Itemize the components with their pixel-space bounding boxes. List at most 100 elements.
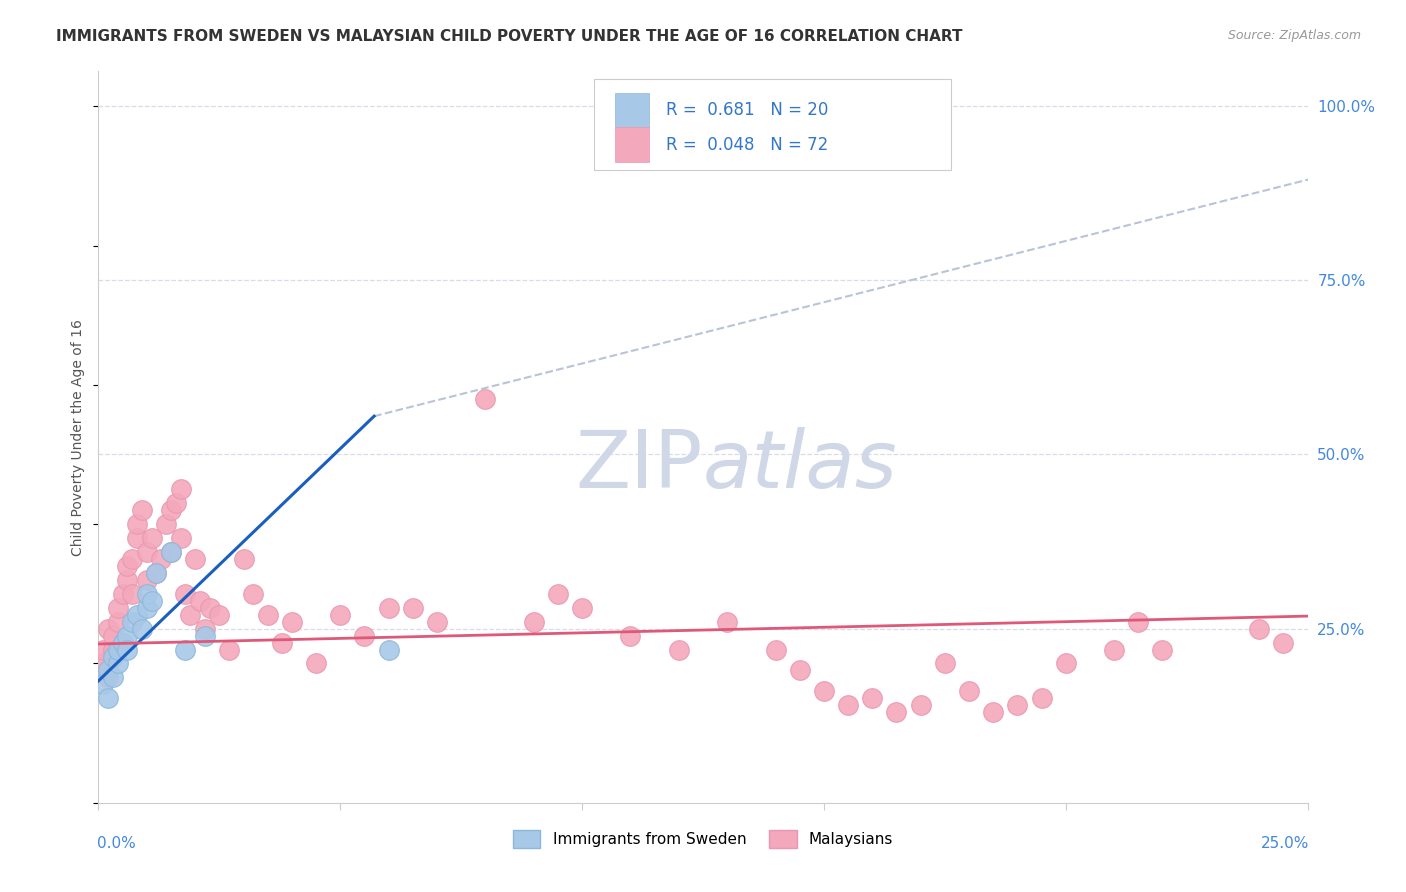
Text: R =  0.048   N = 72: R = 0.048 N = 72 <box>665 136 828 153</box>
Y-axis label: Child Poverty Under the Age of 16: Child Poverty Under the Age of 16 <box>72 318 86 556</box>
Point <box>1031 691 1053 706</box>
Point <box>135 587 157 601</box>
Point <box>765 642 787 657</box>
Point <box>155 517 177 532</box>
Point <box>101 649 124 664</box>
Point <box>281 615 304 629</box>
Point <box>194 622 217 636</box>
Point <box>121 552 143 566</box>
Point <box>474 392 496 406</box>
Point <box>135 600 157 615</box>
FancyBboxPatch shape <box>614 127 648 162</box>
Point <box>91 642 114 657</box>
Point <box>111 587 134 601</box>
Point <box>198 600 221 615</box>
Point <box>121 587 143 601</box>
Point <box>184 552 207 566</box>
Point <box>232 552 254 566</box>
Legend: Immigrants from Sweden, Malaysians: Immigrants from Sweden, Malaysians <box>506 824 900 854</box>
Point <box>1128 615 1150 629</box>
Point <box>377 600 399 615</box>
Point <box>135 545 157 559</box>
Point <box>426 615 449 629</box>
Point <box>353 629 375 643</box>
Point <box>256 607 278 622</box>
Point <box>127 531 149 545</box>
Point <box>121 615 143 629</box>
Point <box>127 517 149 532</box>
Point <box>160 545 183 559</box>
Point <box>789 664 811 678</box>
Point <box>117 573 139 587</box>
Point <box>150 552 173 566</box>
Point <box>934 657 956 671</box>
Point <box>174 642 197 657</box>
Text: IMMIGRANTS FROM SWEDEN VS MALAYSIAN CHILD POVERTY UNDER THE AGE OF 16 CORRELATIO: IMMIGRANTS FROM SWEDEN VS MALAYSIAN CHIL… <box>56 29 963 44</box>
Point <box>117 642 139 657</box>
Point <box>813 684 835 698</box>
Point <box>91 657 114 671</box>
Point <box>97 670 120 684</box>
Point <box>242 587 264 601</box>
Point <box>169 531 191 545</box>
Point <box>141 531 163 545</box>
Text: atlas: atlas <box>703 427 898 506</box>
Point <box>101 642 124 657</box>
FancyBboxPatch shape <box>614 93 648 128</box>
Point <box>886 705 908 719</box>
Point <box>188 594 211 608</box>
Point <box>127 607 149 622</box>
Point <box>101 629 124 643</box>
Point <box>523 615 546 629</box>
Point <box>1007 698 1029 713</box>
Text: ZIP: ZIP <box>575 427 703 506</box>
Point <box>1054 657 1077 671</box>
Point <box>1152 642 1174 657</box>
Point <box>619 629 641 643</box>
Point <box>377 642 399 657</box>
Point <box>141 594 163 608</box>
Point <box>179 607 201 622</box>
Text: 25.0%: 25.0% <box>1260 836 1309 851</box>
FancyBboxPatch shape <box>595 78 950 170</box>
Point <box>145 566 167 580</box>
Point <box>910 698 932 713</box>
Point <box>169 483 191 497</box>
Point <box>860 691 883 706</box>
Text: 0.0%: 0.0% <box>97 836 136 851</box>
Point <box>329 607 352 622</box>
Point <box>208 607 231 622</box>
Point <box>174 587 197 601</box>
Point <box>135 573 157 587</box>
Point <box>165 496 187 510</box>
Text: Source: ZipAtlas.com: Source: ZipAtlas.com <box>1227 29 1361 42</box>
Text: R =  0.681   N = 20: R = 0.681 N = 20 <box>665 101 828 120</box>
Point <box>97 622 120 636</box>
Point <box>131 622 153 636</box>
Point <box>668 642 690 657</box>
Point <box>117 629 139 643</box>
Point <box>160 545 183 559</box>
Point <box>547 587 569 601</box>
Point <box>716 615 738 629</box>
Point <box>107 615 129 629</box>
Point <box>981 705 1004 719</box>
Point <box>97 664 120 678</box>
Point <box>145 566 167 580</box>
Point <box>97 691 120 706</box>
Point <box>218 642 240 657</box>
Point <box>571 600 593 615</box>
Point <box>305 657 328 671</box>
Point <box>111 635 134 649</box>
Point <box>1102 642 1125 657</box>
Point <box>131 503 153 517</box>
Point <box>101 670 124 684</box>
Point <box>111 635 134 649</box>
Point <box>194 629 217 643</box>
Point <box>271 635 294 649</box>
Point <box>107 642 129 657</box>
Point <box>117 558 139 573</box>
Point <box>160 503 183 517</box>
Point <box>957 684 980 698</box>
Point <box>91 677 114 691</box>
